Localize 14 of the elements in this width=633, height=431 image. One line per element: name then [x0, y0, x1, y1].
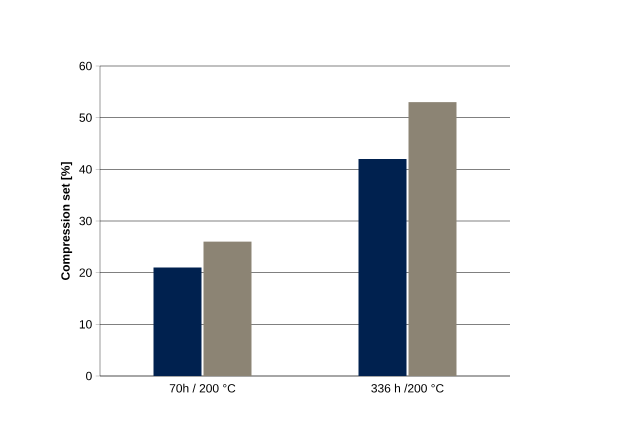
y-tick-label: 0: [86, 372, 92, 380]
y-tick-label: 60: [80, 62, 92, 70]
y-tick-label: 50: [79, 113, 92, 122]
bar: [154, 268, 202, 376]
x-tick-label: 70h / 200 °C: [170, 384, 236, 393]
bar: [203, 242, 252, 376]
x-tick-label: 336 h /200 °C: [371, 384, 444, 393]
y-tick-label: 10: [80, 320, 92, 329]
y-axis-title: Compression set [%]: [60, 162, 72, 280]
y-tick-label: 40: [79, 165, 92, 174]
y-tick-label: 30: [79, 216, 92, 226]
bar: [358, 159, 407, 376]
y-tick-label: 20: [80, 268, 92, 277]
bar: [408, 102, 456, 376]
